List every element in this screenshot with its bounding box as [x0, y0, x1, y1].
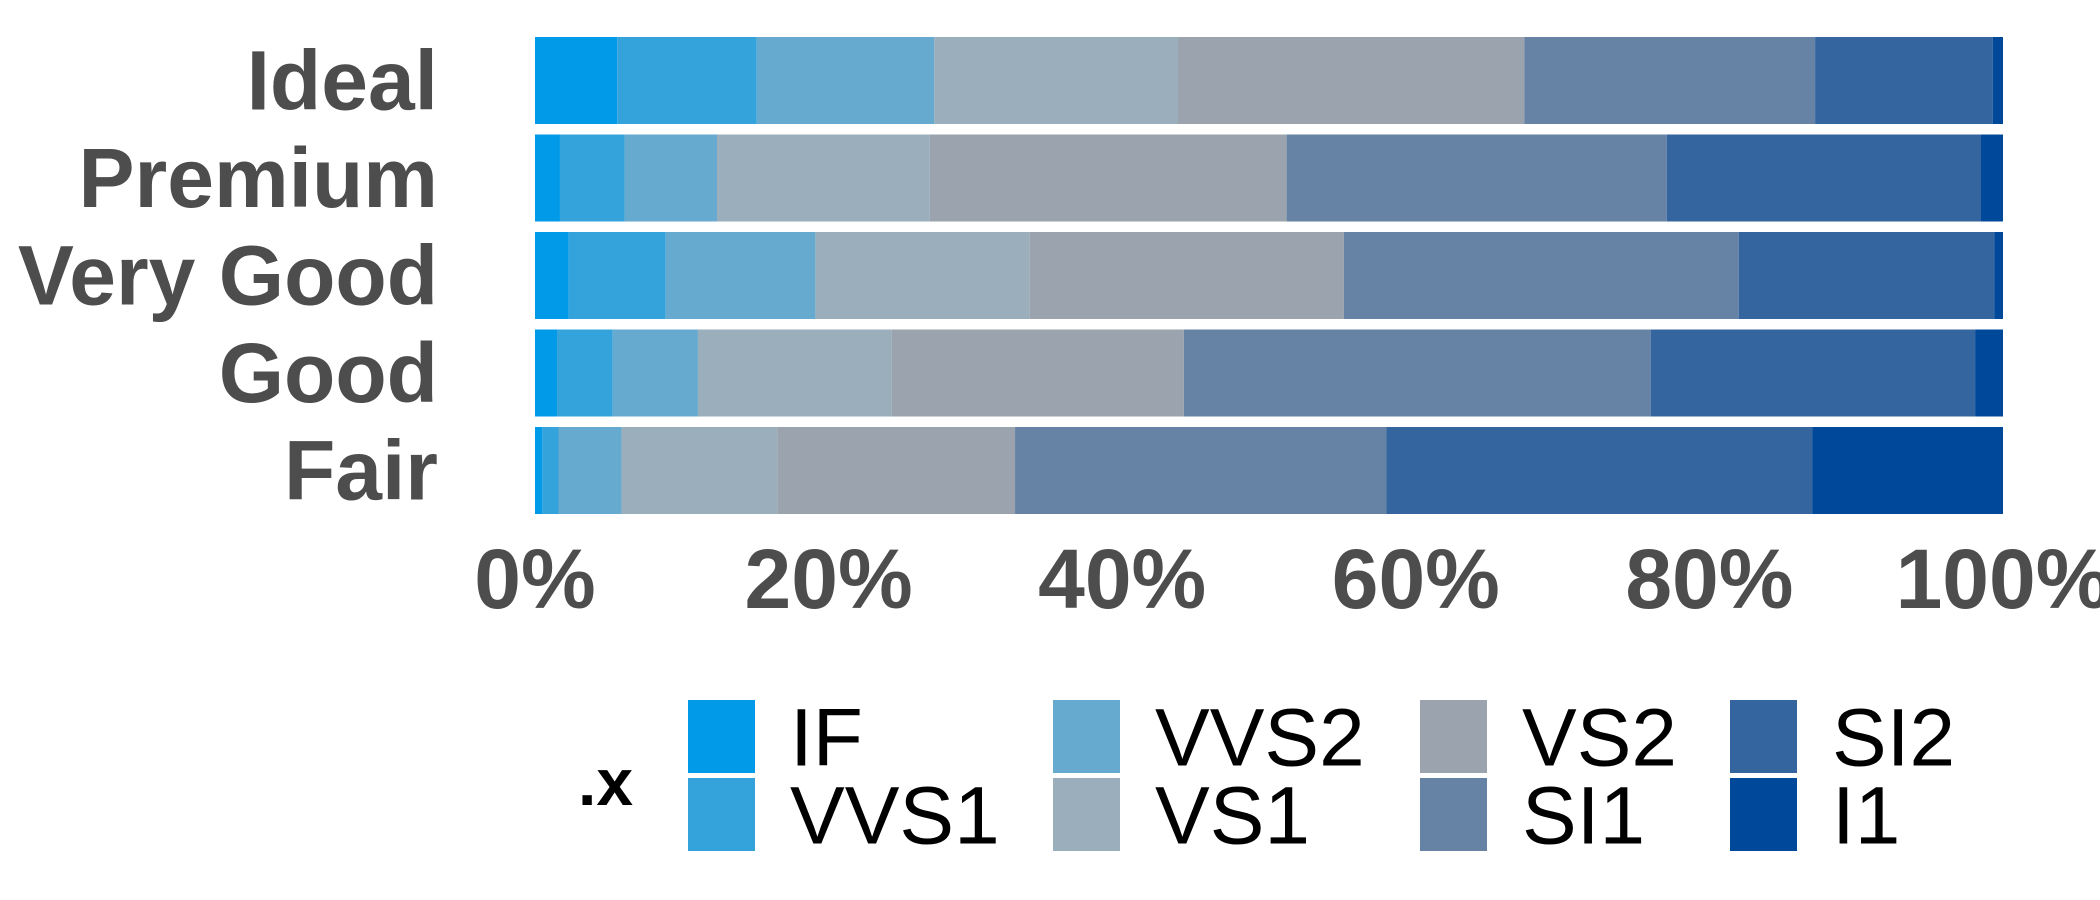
x-tick-label: 80%	[1625, 532, 1793, 626]
bar-premium-vvs2	[624, 134, 718, 222]
bar-very-good-vs1	[815, 232, 1030, 319]
legend-swatch-vvs1	[688, 778, 755, 851]
bar-very-good-vs2	[1029, 232, 1344, 319]
bar-fair-si2	[1386, 427, 1813, 514]
bar-fair-if	[535, 427, 543, 514]
legend-swatch-if	[688, 700, 755, 773]
bar-good-vs1	[697, 329, 892, 417]
bar-fair-vvs1	[542, 427, 559, 514]
legend-title: .x	[578, 745, 633, 819]
bar-premium-vs1	[717, 134, 930, 222]
bar-ideal-i1	[1992, 37, 2003, 124]
bar-fair-vvs2	[558, 427, 622, 514]
bar-premium-if	[535, 134, 560, 222]
bar-ideal-vs2	[1177, 37, 1525, 124]
bar-good-vvs1	[557, 329, 613, 417]
category-label-good: Good	[219, 326, 438, 420]
bar-fair-vs2	[777, 427, 1016, 514]
legend-swatch-vs1	[1053, 778, 1120, 851]
category-label-fair: Fair	[284, 424, 438, 518]
legend-swatch-vs2	[1420, 700, 1487, 773]
bar-premium-si2	[1666, 134, 1981, 222]
legend-label-if: IF	[790, 693, 863, 784]
bar-premium-vvs1	[559, 134, 625, 222]
category-label-ideal: Ideal	[247, 34, 438, 128]
x-tick-label: 40%	[1038, 532, 1206, 626]
bar-good-si1	[1183, 329, 1651, 417]
legend-label-vs1: VS1	[1155, 771, 1310, 862]
bar-very-good-si1	[1343, 232, 1739, 319]
category-label-very-good: Very Good	[18, 229, 438, 323]
bar-fair-si1	[1015, 427, 1387, 514]
bar-ideal-vs1	[934, 37, 1178, 124]
bar-ideal-si1	[1524, 37, 1816, 124]
bar-ideal-vvs2	[756, 37, 935, 124]
legend-swatch-si2	[1730, 700, 1797, 773]
bar-good-vs2	[891, 329, 1184, 417]
x-tick-label: 100%	[1896, 532, 2100, 626]
bar-ideal-if	[535, 37, 618, 124]
legend-label-si1: SI1	[1522, 771, 1645, 862]
bar-very-good-si2	[1738, 232, 1995, 319]
bar-ideal-si2	[1815, 37, 1993, 124]
category-label-premium: Premium	[79, 131, 438, 225]
legend-label-i1: I1	[1832, 771, 1900, 862]
bar-good-vvs2	[612, 329, 698, 417]
x-tick-label: 20%	[745, 532, 913, 626]
x-tick-label: 0%	[474, 532, 595, 626]
legend-swatch-si1	[1420, 778, 1487, 851]
bar-fair-i1	[1812, 427, 2003, 514]
x-axis-tick-labels: 0% 20% 40% 60% 80% 100%	[474, 532, 2100, 626]
legend-swatch-i1	[1730, 778, 1797, 851]
bar-good-i1	[1975, 329, 2003, 417]
bars-group	[535, 37, 2003, 514]
bar-premium-si1	[1286, 134, 1667, 222]
x-tick-label: 60%	[1332, 532, 1500, 626]
bar-premium-i1	[1980, 134, 2003, 222]
bar-premium-vs2	[929, 134, 1287, 222]
legend-label-vs2: VS2	[1522, 693, 1677, 784]
bar-very-good-i1	[1994, 232, 2003, 319]
bar-very-good-if	[535, 232, 569, 319]
legend-label-vvs2: VVS2	[1155, 693, 1365, 784]
bar-very-good-vvs2	[665, 232, 816, 319]
legend-label-vvs1: VVS1	[790, 771, 1000, 862]
legend-swatch-vvs2	[1053, 700, 1120, 773]
bar-very-good-vvs1	[568, 232, 666, 319]
bar-fair-vs1	[621, 427, 778, 514]
bar-good-si2	[1650, 329, 1976, 417]
legend-label-si2: SI2	[1832, 693, 1955, 784]
bar-ideal-vvs1	[617, 37, 757, 124]
bar-good-if	[535, 329, 558, 417]
